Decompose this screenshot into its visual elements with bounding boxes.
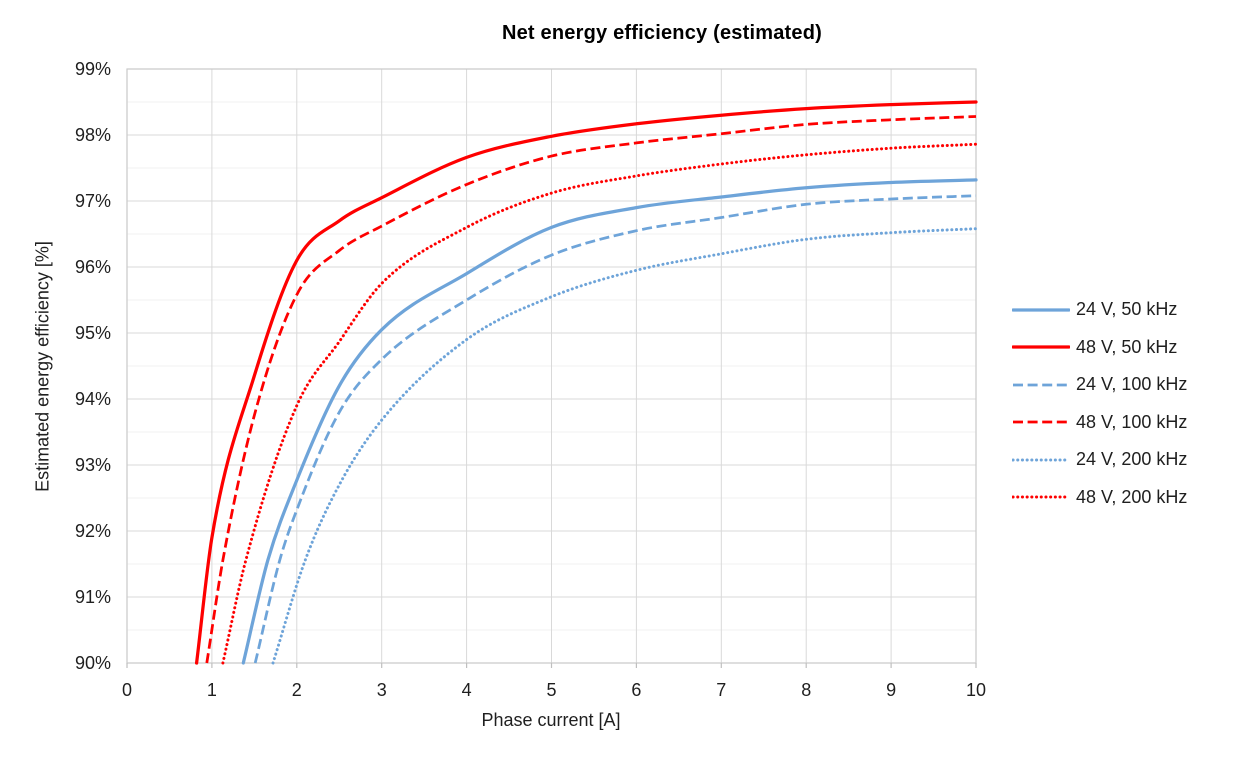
- svg-text:99%: 99%: [75, 59, 111, 79]
- legend-swatch-line: [1012, 308, 1070, 312]
- legend-item-label: 48 V, 100 kHz: [1076, 411, 1188, 432]
- svg-text:94%: 94%: [75, 389, 111, 409]
- svg-text:0: 0: [122, 680, 132, 700]
- svg-text:7: 7: [716, 680, 726, 700]
- legend-swatch-line: [1012, 495, 1070, 499]
- svg-text:9: 9: [886, 680, 896, 700]
- series-line: [205, 115, 977, 664]
- legend-swatch-line: [1013, 420, 1069, 424]
- legend-item: 48 V, 100 kHz: [1012, 404, 1187, 442]
- svg-text:91%: 91%: [75, 587, 111, 607]
- svg-text:96%: 96%: [75, 257, 111, 277]
- svg-text:98%: 98%: [75, 125, 111, 145]
- legend-item: 24 V, 200 kHz: [1012, 441, 1187, 479]
- legend-item-label: 48 V, 200 kHz: [1076, 486, 1188, 507]
- svg-text:90%: 90%: [75, 653, 111, 673]
- svg-text:2: 2: [292, 680, 302, 700]
- legend-item-label: 24 V, 50 kHz: [1076, 299, 1178, 320]
- y-axis-ticks: 90% 91% 92% 93% 94% 95% 96% 97% 98% 99%: [75, 59, 111, 673]
- svg-text:4: 4: [462, 680, 472, 700]
- series-line: [253, 194, 977, 664]
- svg-text:97%: 97%: [75, 191, 111, 211]
- svg-text:6: 6: [631, 680, 641, 700]
- series-line: [271, 227, 978, 665]
- series-line: [194, 100, 978, 665]
- x-axis-ticks: 0 1 2 3 4 5 6 7 8 9 10: [122, 663, 986, 700]
- svg-text:8: 8: [801, 680, 811, 700]
- series-line: [221, 142, 978, 665]
- svg-text:1: 1: [207, 680, 217, 700]
- series-line: [241, 178, 978, 665]
- legend-item: 24 V, 50 kHz: [1012, 291, 1187, 329]
- y-axis-title: Estimated energy efficiency [%]: [32, 241, 53, 492]
- legend-item: 24 V, 100 kHz: [1012, 366, 1187, 404]
- legend-item-label: 24 V, 100 kHz: [1076, 374, 1188, 395]
- legend-item-label: 48 V, 50 kHz: [1076, 336, 1178, 357]
- legend: 24 V, 50 kHz 48 V, 50 kHz 24 V, 100 kHz 48 …: [1012, 291, 1187, 516]
- svg-text:10: 10: [966, 680, 986, 700]
- series-curves: [194, 100, 978, 665]
- x-axis-title: Phase current [A]: [481, 710, 621, 730]
- legend-item: 48 V, 200 kHz: [1012, 479, 1187, 517]
- legend-swatch-line: [1013, 383, 1069, 387]
- svg-text:5: 5: [546, 680, 556, 700]
- svg-text:3: 3: [377, 680, 387, 700]
- legend-item: 48 V, 50 kHz: [1012, 329, 1187, 367]
- chart-title: Net energy efficiency (estimated): [501, 22, 823, 44]
- legend-item-label: 24 V, 200 kHz: [1076, 449, 1188, 470]
- legend-swatch-line: [1012, 345, 1070, 349]
- svg-text:93%: 93%: [75, 455, 111, 475]
- legend-swatch-line: [1012, 458, 1070, 462]
- svg-text:92%: 92%: [75, 521, 111, 541]
- svg-text:95%: 95%: [75, 323, 111, 343]
